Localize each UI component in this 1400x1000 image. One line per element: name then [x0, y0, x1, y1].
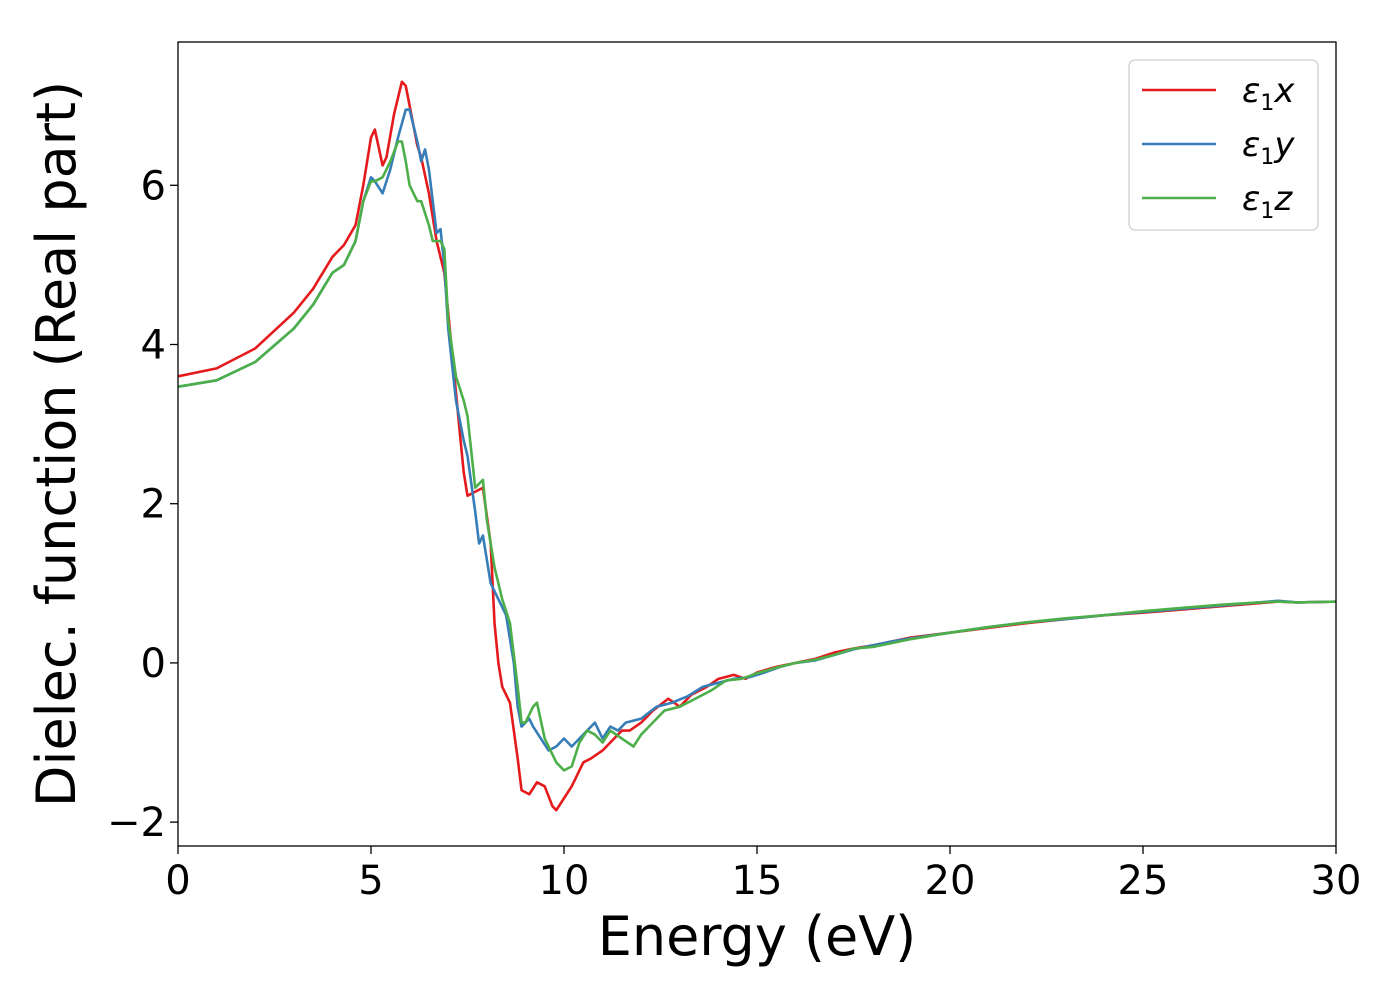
- x-tick-label: 30: [1311, 858, 1362, 904]
- legend-label-x: ε1x: [1242, 71, 1295, 116]
- x-tick-label: 20: [925, 858, 976, 904]
- x-tick-label: 15: [732, 858, 783, 904]
- legend-box: [1128, 59, 1319, 231]
- y-tick-label: 4: [141, 322, 166, 368]
- y-tick-label: 6: [141, 163, 166, 209]
- plot-series-group: [178, 80, 1336, 812]
- x-tick-label: 0: [165, 858, 190, 904]
- y-axis-title: Dielec. function (Real part): [25, 81, 88, 807]
- legend-label-y: ε1y: [1242, 125, 1295, 170]
- x-axis-title: Energy (eV): [598, 905, 917, 968]
- y-tick-label: 2: [141, 482, 166, 528]
- y-axis: −2 0 2 4 6: [107, 163, 178, 846]
- legend-label-z: ε1z: [1242, 179, 1293, 224]
- x-axis: 0 5 10 15 20 25 30: [165, 846, 1361, 904]
- x-tick-label: 10: [539, 858, 590, 904]
- y-tick-label: −2: [107, 800, 166, 846]
- series-line-z: [178, 140, 1336, 772]
- legend: ε1x ε1y ε1z: [1128, 59, 1319, 231]
- series-line-y: [178, 108, 1336, 752]
- x-tick-label: 5: [358, 858, 383, 904]
- x-tick-label: 25: [1118, 858, 1169, 904]
- y-tick-label: 0: [141, 641, 166, 687]
